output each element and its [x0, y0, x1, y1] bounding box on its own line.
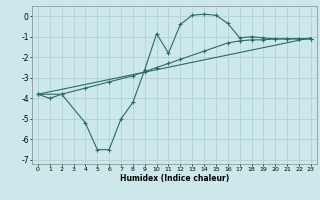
X-axis label: Humidex (Indice chaleur): Humidex (Indice chaleur)	[120, 174, 229, 183]
